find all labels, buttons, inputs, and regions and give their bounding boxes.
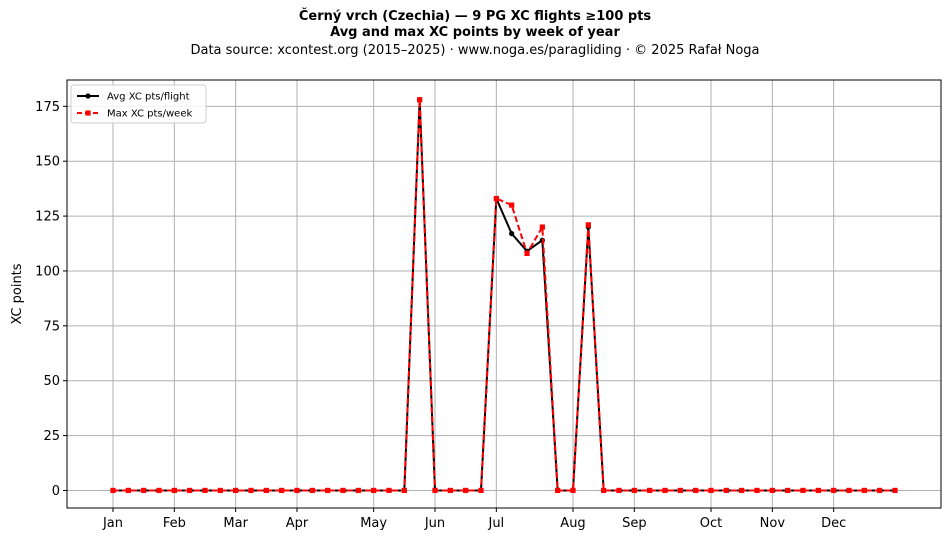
legend-marker <box>85 110 91 116</box>
y-tick-label: 150 <box>35 155 60 170</box>
data-point <box>279 487 285 494</box>
data-point <box>570 487 576 494</box>
data-point <box>493 195 499 202</box>
data-point <box>233 487 239 494</box>
data-point <box>662 487 668 494</box>
data-point <box>141 487 147 494</box>
data-point <box>171 487 177 494</box>
x-tick-label: Sep <box>622 516 647 531</box>
data-point <box>371 487 377 494</box>
x-tick-label: Jun <box>424 516 445 531</box>
data-point <box>355 487 361 494</box>
data-point <box>631 487 637 494</box>
data-point <box>785 487 791 494</box>
data-point <box>401 487 407 494</box>
series-layer <box>110 97 898 494</box>
data-point <box>125 487 131 494</box>
x-tick-label: Mar <box>223 516 248 531</box>
data-point <box>432 487 438 494</box>
y-tick-label: 175 <box>35 100 60 115</box>
data-point <box>340 487 346 494</box>
x-tick-label: May <box>360 516 387 531</box>
data-point <box>509 231 515 237</box>
x-tick-label: Oct <box>700 516 722 531</box>
data-point <box>263 487 269 494</box>
data-point <box>800 487 806 494</box>
data-point <box>309 487 315 494</box>
data-point <box>754 487 760 494</box>
y-tick-label: 75 <box>43 319 60 334</box>
data-point <box>463 487 469 494</box>
data-point <box>831 487 837 494</box>
chart-title: Černý vrch (Czechia) — 9 PG XC flights ≥… <box>298 9 652 24</box>
plot-frame <box>66 79 942 509</box>
data-point <box>110 487 116 494</box>
data-point <box>846 487 852 494</box>
legend: Avg XC pts/flight Max XC pts/week <box>70 84 207 124</box>
chart-source-line: Data source: xcontest.org (2015–2025) · … <box>190 43 760 58</box>
data-point <box>217 487 223 494</box>
data-point <box>417 97 423 103</box>
data-point <box>524 250 530 256</box>
y-tick-label: 25 <box>43 429 60 444</box>
y-tick-label: 50 <box>43 374 60 389</box>
chart-subtitle: Avg and max XC points by week of year <box>330 25 620 40</box>
data-point <box>877 487 883 494</box>
x-axis: Jan Feb Mar Apr May Jun Jul Aug Sep Oct Nov Dec <box>102 508 846 531</box>
data-point <box>601 487 607 494</box>
data-point <box>248 487 254 494</box>
data-point <box>892 487 898 494</box>
data-point <box>708 487 714 494</box>
x-tick-label: Aug <box>560 516 585 531</box>
data-point <box>325 487 331 494</box>
data-point <box>555 487 561 494</box>
data-point <box>202 487 208 494</box>
data-point <box>739 487 745 494</box>
x-tick-label: Feb <box>163 516 186 531</box>
y-axis-label: XC points <box>10 263 25 324</box>
data-point <box>647 487 653 494</box>
legend-label: Max XC pts/week <box>107 109 192 120</box>
data-point <box>187 487 193 494</box>
x-tick-label: Apr <box>286 516 309 531</box>
grid-lines <box>67 80 941 508</box>
legend-label: Avg XC pts/flight <box>107 92 190 103</box>
data-point <box>386 487 392 494</box>
data-point <box>616 487 622 494</box>
data-point <box>509 202 515 208</box>
data-point <box>723 487 729 494</box>
data-point <box>447 487 453 494</box>
data-point <box>156 487 162 494</box>
data-point <box>769 487 775 494</box>
x-tick-label: Jul <box>487 516 504 531</box>
series-line-2 <box>113 98 895 492</box>
data-point <box>815 487 821 494</box>
data-point <box>478 487 484 494</box>
series-line-1 <box>113 98 895 492</box>
data-point <box>294 487 300 494</box>
legend-box <box>70 84 207 124</box>
y-tick-label: 0 <box>52 484 60 499</box>
data-point <box>677 487 683 494</box>
legend-marker <box>85 93 91 99</box>
data-point <box>693 487 699 494</box>
y-axis: 0 25 50 75 100 125 150 175 <box>35 100 67 499</box>
x-tick-label: Jan <box>102 516 123 531</box>
data-point <box>861 487 867 494</box>
data-point <box>585 222 591 228</box>
data-point <box>539 224 545 230</box>
x-tick-label: Dec <box>821 516 846 531</box>
x-tick-label: Nov <box>760 516 786 531</box>
y-tick-label: 100 <box>35 264 60 279</box>
y-tick-label: 125 <box>35 210 60 225</box>
